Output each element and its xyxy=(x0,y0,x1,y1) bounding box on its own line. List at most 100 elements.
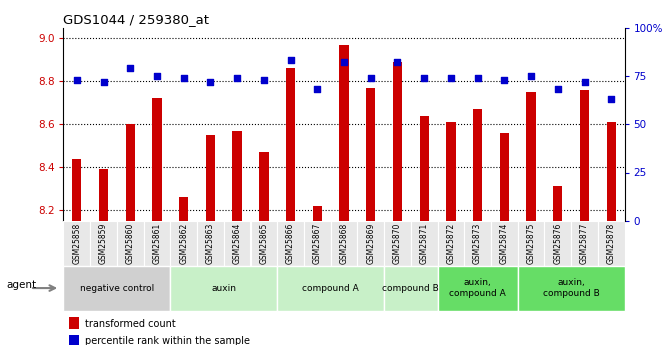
Point xyxy=(339,60,349,65)
Bar xyxy=(598,221,625,266)
Bar xyxy=(544,221,571,266)
Point xyxy=(419,75,430,81)
Bar xyxy=(170,266,277,311)
Bar xyxy=(491,221,518,266)
Bar xyxy=(339,45,349,221)
Bar xyxy=(126,124,135,221)
Bar xyxy=(232,131,242,221)
Text: GSM25869: GSM25869 xyxy=(366,223,375,264)
Bar xyxy=(313,206,322,221)
Text: GSM25874: GSM25874 xyxy=(500,223,509,264)
Bar xyxy=(518,221,544,266)
Bar xyxy=(420,116,429,221)
Bar xyxy=(518,266,625,311)
Text: GSM25876: GSM25876 xyxy=(553,223,562,264)
Text: auxin,
compound A: auxin, compound A xyxy=(450,278,506,298)
Point xyxy=(125,66,136,71)
Text: auxin: auxin xyxy=(211,284,236,293)
Point xyxy=(285,58,296,63)
Bar xyxy=(384,266,438,311)
Text: GSM25860: GSM25860 xyxy=(126,223,135,264)
Bar xyxy=(473,109,482,221)
Bar xyxy=(411,221,438,266)
Bar xyxy=(304,221,331,266)
Text: GSM25865: GSM25865 xyxy=(259,223,269,264)
Point xyxy=(152,73,162,79)
Text: GSM25877: GSM25877 xyxy=(580,223,589,264)
Text: GDS1044 / 259380_at: GDS1044 / 259380_at xyxy=(63,13,210,27)
Text: GSM25872: GSM25872 xyxy=(446,223,456,264)
Text: GSM25866: GSM25866 xyxy=(286,223,295,264)
Bar xyxy=(331,221,357,266)
Bar xyxy=(259,152,269,221)
Bar xyxy=(553,186,562,221)
Point xyxy=(205,79,216,85)
Bar xyxy=(277,221,304,266)
Bar xyxy=(206,135,215,221)
Text: GSM25873: GSM25873 xyxy=(473,223,482,264)
Text: compound A: compound A xyxy=(303,284,359,293)
Bar xyxy=(250,221,277,266)
Bar xyxy=(580,90,589,221)
Bar xyxy=(393,62,402,221)
Bar xyxy=(357,221,384,266)
Bar xyxy=(63,221,90,266)
Text: GSM25878: GSM25878 xyxy=(607,223,616,264)
Text: GSM25861: GSM25861 xyxy=(152,223,162,264)
Point xyxy=(312,87,323,92)
Text: GSM25862: GSM25862 xyxy=(179,223,188,264)
Text: GSM25875: GSM25875 xyxy=(526,223,536,264)
Text: GSM25868: GSM25868 xyxy=(339,223,349,264)
Bar xyxy=(224,221,250,266)
Point xyxy=(446,75,456,81)
Bar xyxy=(277,266,384,311)
Text: compound B: compound B xyxy=(383,284,439,293)
Bar xyxy=(99,169,108,221)
Text: GSM25867: GSM25867 xyxy=(313,223,322,264)
Point xyxy=(606,96,617,102)
Bar xyxy=(438,266,518,311)
Bar xyxy=(464,221,491,266)
Point xyxy=(499,77,510,82)
Point xyxy=(365,75,376,81)
Text: transformed count: transformed count xyxy=(85,319,176,328)
Text: percentile rank within the sample: percentile rank within the sample xyxy=(85,336,250,345)
Text: GSM25870: GSM25870 xyxy=(393,223,402,264)
Point xyxy=(526,73,536,79)
Bar xyxy=(170,221,197,266)
Bar xyxy=(438,221,464,266)
Bar xyxy=(69,317,79,329)
Text: GSM25858: GSM25858 xyxy=(72,223,81,264)
Point xyxy=(232,75,242,81)
Text: GSM25859: GSM25859 xyxy=(99,223,108,264)
Text: GSM25871: GSM25871 xyxy=(420,223,429,264)
Bar xyxy=(90,221,117,266)
Point xyxy=(472,75,483,81)
Text: agent: agent xyxy=(7,280,37,289)
Point xyxy=(392,60,403,65)
Text: negative control: negative control xyxy=(79,284,154,293)
Point xyxy=(552,87,563,92)
Point xyxy=(178,75,189,81)
Bar xyxy=(500,133,509,221)
Bar xyxy=(526,92,536,221)
Point xyxy=(579,79,590,85)
Bar xyxy=(117,221,144,266)
Text: auxin,
compound B: auxin, compound B xyxy=(543,278,599,298)
Point xyxy=(71,77,82,82)
Text: GSM25863: GSM25863 xyxy=(206,223,215,264)
Bar xyxy=(384,221,411,266)
Bar xyxy=(607,122,616,221)
Bar xyxy=(144,221,170,266)
Bar xyxy=(366,88,375,221)
Bar xyxy=(72,159,81,221)
Bar xyxy=(446,122,456,221)
Bar xyxy=(571,221,598,266)
Bar xyxy=(69,335,79,345)
Bar xyxy=(179,197,188,221)
Point xyxy=(98,79,109,85)
Bar xyxy=(286,68,295,221)
Text: GSM25864: GSM25864 xyxy=(232,223,242,264)
Point xyxy=(259,77,269,82)
Bar xyxy=(152,98,162,221)
